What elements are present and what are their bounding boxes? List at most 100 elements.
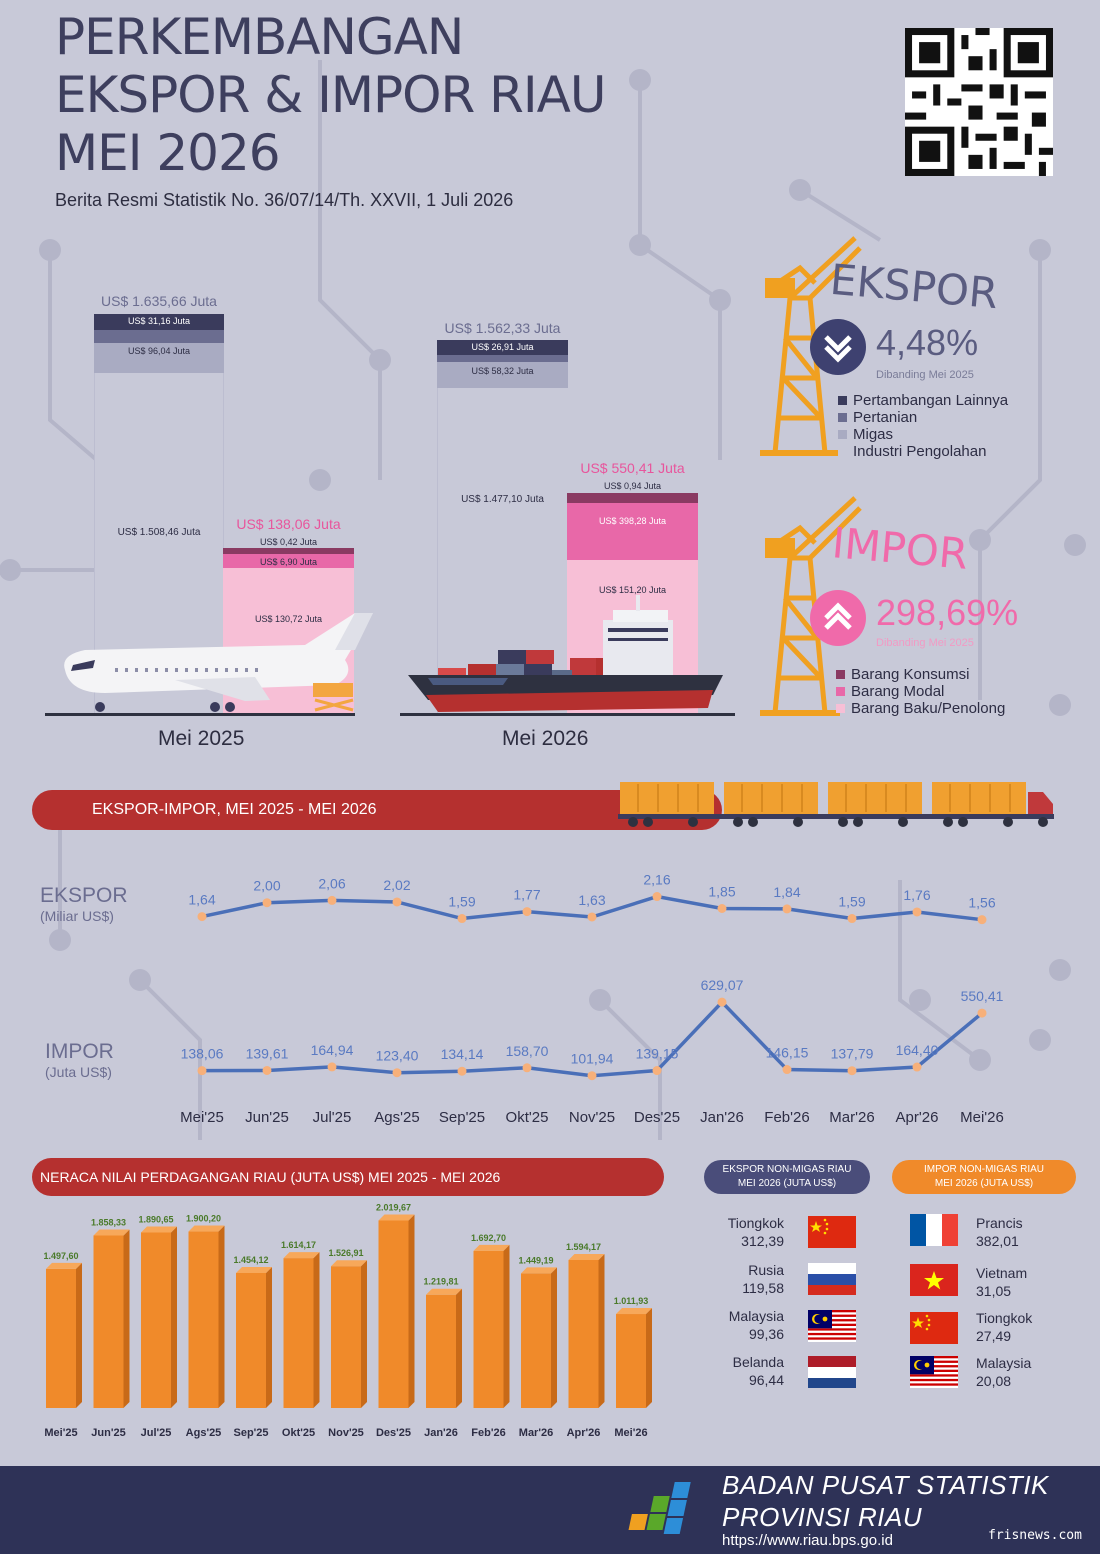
ekspor-country-row: Tiongkok 312,39 xyxy=(727,1215,784,1249)
impor-data-label: 123,40 xyxy=(376,1048,419,1064)
neraca-month-label: Nov'25 xyxy=(328,1427,364,1439)
page-title: PERKEMBANGAN EKSPOR & IMPOR RIAU MEI 202… xyxy=(55,8,606,182)
impor-point xyxy=(912,1062,922,1072)
month-tick-label: Mei'25 xyxy=(180,1109,224,1126)
watermark: frisnews.com xyxy=(988,1528,1082,1543)
neraca-bar xyxy=(236,1272,266,1408)
neraca-bar-side xyxy=(123,1229,130,1408)
neraca-month-label: Jan'26 xyxy=(424,1427,458,1439)
malaysia-flag-icon xyxy=(808,1310,856,1342)
impor-2026-total: US$ 550,41 Juta xyxy=(580,460,685,476)
neraca-bar-top xyxy=(378,1214,415,1221)
ekspor-point xyxy=(977,915,987,925)
month-tick-label: Apr'26 xyxy=(896,1109,939,1126)
neraca-value-label: 2.019,67 xyxy=(376,1202,411,1212)
month-tick-label: Mei'26 xyxy=(960,1109,1004,1126)
segment-migas xyxy=(94,343,224,373)
down-arrow-icon xyxy=(810,319,866,375)
segment-konsumsi xyxy=(567,493,698,503)
neraca-bar-top xyxy=(616,1308,652,1315)
month-tick-label: Mar'26 xyxy=(829,1109,874,1126)
banner-title: NERACA NILAI PERDAGANGAN RIAU (JUTA US$)… xyxy=(40,1169,501,1185)
neraca-value-label: 1.594,17 xyxy=(566,1242,601,1252)
impor-point xyxy=(197,1066,207,1076)
neraca-bar-side xyxy=(551,1267,557,1408)
neraca-month-label: Ags'25 xyxy=(186,1427,222,1439)
ekspor-2025-part-2: US$ 96,04 Juta xyxy=(127,346,191,356)
impor-point xyxy=(847,1066,857,1076)
impor-data-label: 550,41 xyxy=(961,988,1004,1004)
neraca-month-label: Okt'25 xyxy=(282,1427,315,1439)
neraca-value-label: 1.900,20 xyxy=(186,1214,221,1224)
release-number: No. 36/07/14/Th. XXVII, 1 Juli 2026 xyxy=(231,190,514,210)
neraca-month-label: Mei'25 xyxy=(44,1427,77,1439)
neraca-month-label: Jul'25 xyxy=(141,1427,172,1439)
impor-data-label: 146,15 xyxy=(766,1045,809,1061)
legend-item: Barang Baku/Penolong xyxy=(836,700,1005,717)
impor-data-label: 134,14 xyxy=(441,1046,484,1062)
china-flag-icon xyxy=(808,1216,856,1248)
neraca-banner: NERACA NILAI PERDAGANGAN RIAU (JUTA US$)… xyxy=(32,1158,664,1196)
ekspor-label: EKSPOR xyxy=(40,884,128,907)
neraca-bar xyxy=(93,1235,124,1408)
impor-country-row: Vietnam 31,05 xyxy=(976,1265,1028,1299)
impor-label: IMPOR xyxy=(45,1040,114,1063)
impor-point xyxy=(717,997,727,1007)
neraca-month-label: Feb'26 xyxy=(471,1427,505,1439)
neraca-value-label: 1.858,33 xyxy=(91,1217,126,1227)
year-label-2025: Mei 2025 xyxy=(158,727,245,750)
ekspor-2026-total: US$ 1.562,33 Juta xyxy=(444,320,561,336)
ekspor-country-row: Rusia 119,58 xyxy=(742,1262,784,1296)
org-website-link[interactable]: https://www.riau.bps.go.id xyxy=(722,1532,893,1549)
footer: BADAN PUSAT STATISTIK PROVINSI RIAU http… xyxy=(0,1466,1100,1554)
impor-nonmigas-title: IMPOR NON-MIGAS RIAU MEI 2026 (JUTA US$) xyxy=(892,1160,1076,1194)
neraca-bar-top xyxy=(236,1266,272,1273)
neraca-bar-top xyxy=(46,1262,82,1269)
neraca-bar-side xyxy=(408,1214,415,1408)
neraca-month-label: Des'25 xyxy=(376,1427,411,1439)
impor-data-label: 139,61 xyxy=(246,1045,289,1061)
impor-2026-part-1: US$ 0,94 Juta xyxy=(603,481,662,491)
ekspor-nonmigas-title: EKSPOR NON-MIGAS RIAU MEI 2026 (JUTA US$… xyxy=(704,1160,870,1194)
month-tick-label: Sep'25 xyxy=(439,1109,485,1126)
title-line-2: EKSPOR & IMPOR RIAU xyxy=(55,66,606,124)
ekspor-2026-part-3: US$ 1.477,10 Juta xyxy=(461,494,544,505)
ekspor-point xyxy=(652,892,662,902)
ekspor-point xyxy=(717,904,727,913)
ekspor-point xyxy=(457,914,467,924)
ekspor-data-label: 2,06 xyxy=(318,875,345,891)
ekspor-axis-label: EKSPOR (Miliar US$) xyxy=(40,884,128,924)
neraca-bar xyxy=(426,1294,456,1408)
neraca-bar-chart: 1.497,60 Mei'25 1.858,33 Jun'25 1.890,65 Jul'… xyxy=(43,1202,652,1439)
ekspor-point xyxy=(262,898,272,908)
neraca-month-label: Apr'26 xyxy=(567,1427,601,1439)
month-tick-label: Jan'26 xyxy=(700,1109,744,1126)
neraca-bar-top xyxy=(188,1225,225,1232)
neraca-bar xyxy=(141,1232,171,1408)
neraca-bar xyxy=(283,1258,314,1408)
impor-change-note: Dibanding Mei 2025 xyxy=(876,637,974,649)
segment-pertambangan xyxy=(437,340,568,355)
ekspor-point xyxy=(327,895,337,905)
release-info: Berita Resmi Statistik No. 36/07/14/Th. … xyxy=(55,190,513,211)
ekspor-point xyxy=(392,897,402,907)
qr-code-icon[interactable] xyxy=(905,28,1053,176)
ekspor-change-pct: 4,48% xyxy=(876,322,979,363)
ekspor-data-label: 1,77 xyxy=(513,887,540,903)
impor-2025-part-3: US$ 130,72 Juta xyxy=(254,614,323,624)
neraca-bar-top xyxy=(93,1229,130,1236)
qr-pattern xyxy=(905,28,1053,176)
segment-pertanian xyxy=(437,355,568,362)
legend-item: Pertanian xyxy=(838,409,1008,426)
impor-data-label: 138,06 xyxy=(181,1046,224,1062)
release-label: Berita Resmi Statistik xyxy=(55,190,227,210)
ekspor-data-label: 2,00 xyxy=(253,878,280,894)
ekspor-data-label: 1,64 xyxy=(188,892,215,908)
ground-line xyxy=(400,713,735,716)
ekspor-country-row: Belanda 96,44 xyxy=(732,1354,784,1388)
ekspor-data-label: 2,16 xyxy=(643,872,670,888)
neraca-month-label: Mar'26 xyxy=(519,1427,553,1439)
truck-icon xyxy=(618,782,1054,827)
impor-country-row: Malaysia 20,08 xyxy=(976,1355,1032,1389)
cargo-ship-icon xyxy=(408,595,723,712)
